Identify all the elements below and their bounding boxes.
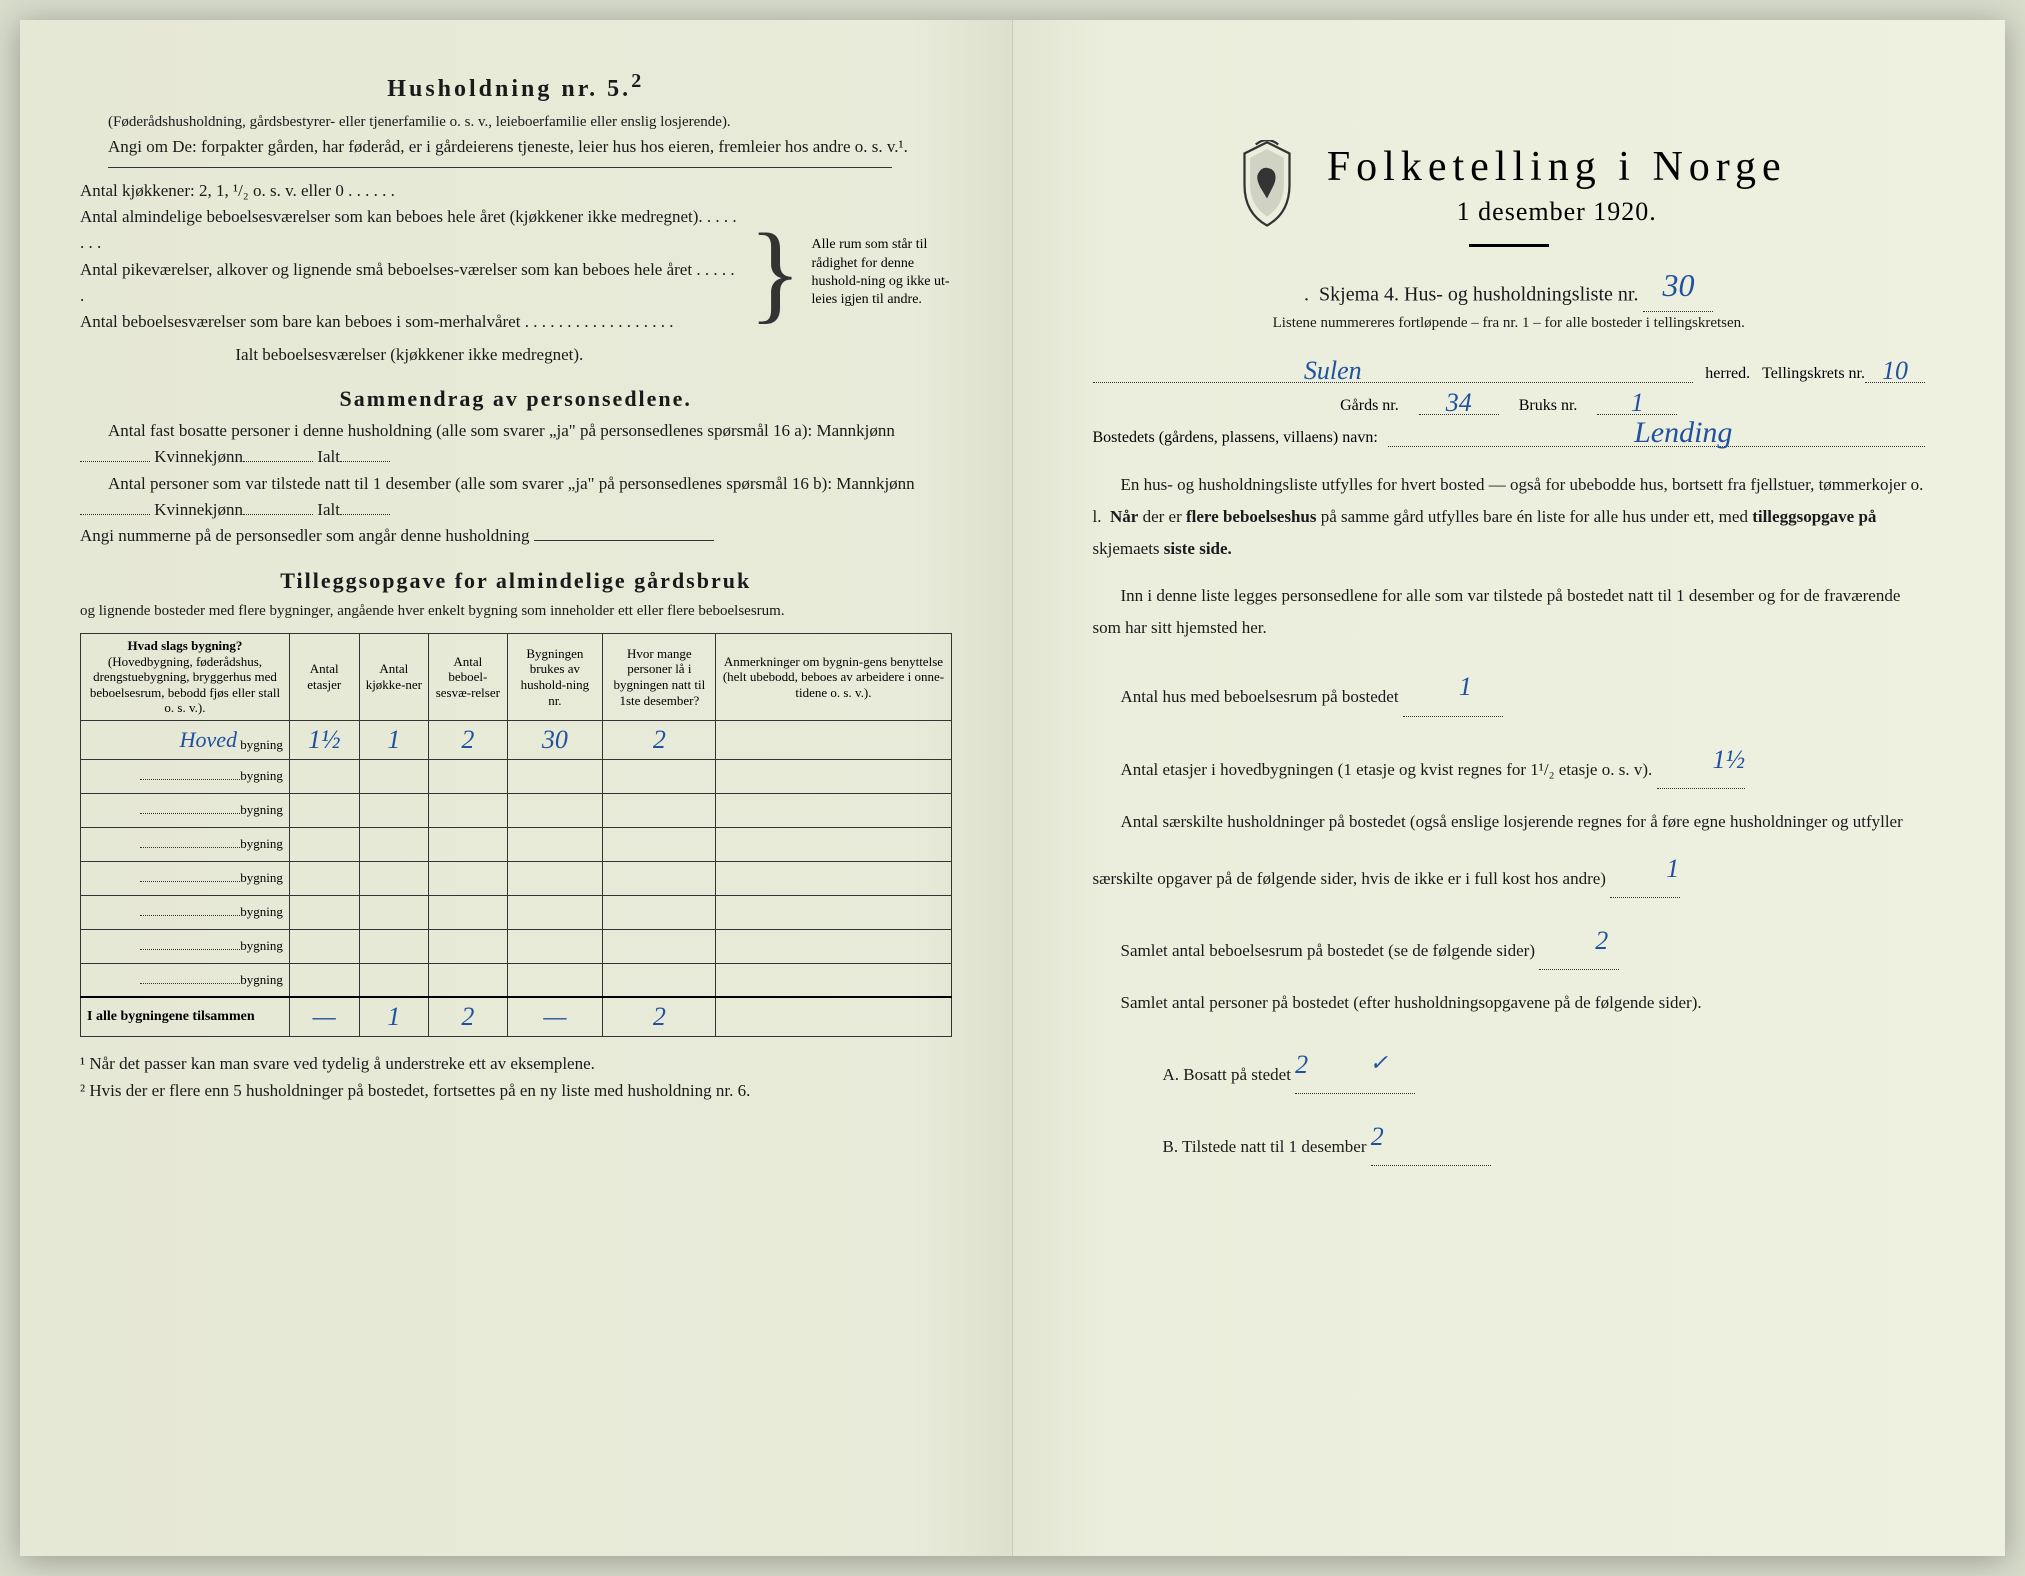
tot-c2: — xyxy=(313,1002,336,1032)
th-remarks: Anmerkninger om bygnin-gens benyttelse (… xyxy=(716,633,951,720)
row1-c2: 1½ xyxy=(308,725,341,755)
row1-c4: 2 xyxy=(461,725,474,755)
table-row: bygning xyxy=(81,827,952,861)
gards-line: Gårds nr. 34 Bruks nr. 1 xyxy=(1093,397,1926,415)
row1-c5: 30 xyxy=(542,725,568,755)
row1-c3: 1 xyxy=(387,725,400,755)
table-row: Hoved bygning 1½ 1 2 30 2 xyxy=(81,720,952,759)
th-usedby: Bygningen brukes av hushold-ning nr. xyxy=(507,633,603,720)
title-block: Folketelling i Norge 1 desember 1920. . … xyxy=(1073,140,1946,335)
buildings-table: Hvad slags bygning? (Hovedbygning, føder… xyxy=(80,633,952,1037)
sam-line-3: Angi nummerne på de personsedler som ang… xyxy=(80,523,952,549)
subtitle: 1 desember 1920. xyxy=(1327,197,1787,227)
total-label: I alle bygningene tilsammen xyxy=(81,997,290,1037)
herred-value: Sulen xyxy=(1304,356,1362,386)
check-mark-icon: ✓ xyxy=(1370,1039,1388,1087)
table-row: bygning xyxy=(81,793,952,827)
table-header-row: Hvad slags bygning? (Hovedbygning, føder… xyxy=(81,633,952,720)
sam-line-2: Antal personer som var tilstede natt til… xyxy=(80,471,952,524)
para2: Inn i denne liste legges personsedlene f… xyxy=(1093,580,1926,645)
tilstede-value: 2 xyxy=(1371,1108,1384,1165)
brace-note: Alle rum som står til rådighet for denne… xyxy=(812,236,952,309)
footnote-1: ¹ Når det passer kan man svare ved tydel… xyxy=(80,1051,952,1077)
th-kitchens: Antal kjøkke-ner xyxy=(359,633,429,720)
kitchen-block: Antal kjøkkener: 2, 1, ¹/₂ o. s. v. elle… xyxy=(80,178,952,368)
sammendrag-heading: Sammendrag av personsedlene. xyxy=(80,386,952,412)
k-line-4: Antal beboelsesværelser som bare kan beb… xyxy=(80,309,739,335)
table-total-row: I alle bygningene tilsammen — 1 2 — 2 xyxy=(81,997,952,1037)
bosted-value: Lending xyxy=(1634,416,1732,450)
tot-c3: 1 xyxy=(387,1002,400,1032)
bosted-line: Bostedets (gårdens, plassens, villaens) … xyxy=(1093,429,1926,447)
tillegg-heading: Tilleggsopgave for almindelige gårdsbruk xyxy=(80,568,952,594)
line-rooms: Samlet antal beboelsesrum på bostedet (s… xyxy=(1093,912,1926,970)
page-right: Folketelling i Norge 1 desember 1920. . … xyxy=(1013,20,2006,1556)
brace-icon: } xyxy=(749,223,802,322)
th-rooms: Antal beboel-sesvæ-relser xyxy=(429,633,507,720)
k-line-total: Ialt beboelsesværelser (kjøkkener ikke m… xyxy=(80,342,739,368)
table-row: bygning xyxy=(81,895,952,929)
th-floors: Antal etasjer xyxy=(289,633,359,720)
main-title: Folketelling i Norge xyxy=(1327,143,1787,191)
houses-value: 1 xyxy=(1431,658,1472,715)
page-left: Husholdning nr. 5.2 (Føderådshusholdning… xyxy=(20,20,1013,1556)
table-row: bygning xyxy=(81,963,952,997)
crest-icon xyxy=(1231,140,1303,230)
line-b: B. Tilstede natt til 1 desember 2 xyxy=(1093,1108,1926,1166)
blank-line xyxy=(108,167,892,168)
footnotes: ¹ Når det passer kan man svare ved tydel… xyxy=(80,1051,952,1104)
line-persons-intro: Samlet antal personer på bostedet (efter… xyxy=(1093,984,1926,1021)
bosatt-value: 2 xyxy=(1295,1036,1308,1093)
floors-value: 1½ xyxy=(1685,731,1746,788)
gards-value: 34 xyxy=(1446,388,1472,418)
right-body: Sulen herred. Tellingskrets nr. 10 Gårds… xyxy=(1073,365,1946,1166)
th-persons: Hvor mange personer lå i bygningen natt … xyxy=(603,633,716,720)
th-type: Hvad slags bygning? (Hovedbygning, føder… xyxy=(81,633,290,720)
sam-line-1: Antal fast bosatte personer i denne hush… xyxy=(80,418,952,471)
title-rule xyxy=(1469,244,1549,247)
k-line-3: Antal pikeværelser, alkover og lignende … xyxy=(80,257,739,310)
line-houses: Antal hus med beboelsesrum på bostedet 1 xyxy=(1093,658,1926,716)
sub-paren: (Føderådshusholdning, gårdsbestyrer- ell… xyxy=(80,111,952,134)
listene-note: Listene nummereres fortløpende – fra nr.… xyxy=(1073,312,1946,335)
herred-line: Sulen herred. Tellingskrets nr. 10 xyxy=(1093,365,1926,383)
k-line-2: Antal almindelige beboelsesværelser som … xyxy=(80,204,739,257)
rooms-value: 2 xyxy=(1567,912,1608,969)
line-households: Antal særskilte husholdninger på bostede… xyxy=(1093,803,1926,899)
tillegg-sub: og lignende bosteder med flere bygninger… xyxy=(80,600,952,623)
footnote-2: ² Hvis der er flere enn 5 husholdninger … xyxy=(80,1078,952,1104)
tot-c4: 2 xyxy=(461,1002,474,1032)
tot-c6: 2 xyxy=(653,1002,666,1032)
skjema-line: . Skjema 4. Hus- og husholdningsliste nr… xyxy=(1073,261,1946,312)
line-floors: Antal etasjer i hovedbygningen (1 etasje… xyxy=(1093,731,1926,789)
k-line-1: Antal kjøkkener: 2, 1, ¹/₂ o. s. v. elle… xyxy=(80,178,739,204)
table-row: bygning xyxy=(81,759,952,793)
row1-type: Hoved xyxy=(180,727,237,753)
row1-c6: 2 xyxy=(653,725,666,755)
sub-instruct: Angi om De: forpakter gården, har føderå… xyxy=(80,134,952,160)
document-spread: Husholdning nr. 5.2 (Føderådshusholdning… xyxy=(20,20,2005,1556)
table-row: bygning xyxy=(81,861,952,895)
table-row: bygning xyxy=(81,929,952,963)
household-heading: Husholdning nr. 5.2 xyxy=(80,70,952,103)
tot-c5: — xyxy=(543,1002,566,1032)
line-a: A. Bosatt på stedet 2 ✓ xyxy=(1093,1036,1926,1094)
households-value: 1 xyxy=(1638,840,1679,897)
krets-value: 10 xyxy=(1882,356,1908,386)
para1: En hus- og husholdningsliste utfylles fo… xyxy=(1093,469,1926,566)
skjema-nr: 30 xyxy=(1662,261,1694,311)
bruks-value: 1 xyxy=(1631,388,1644,418)
